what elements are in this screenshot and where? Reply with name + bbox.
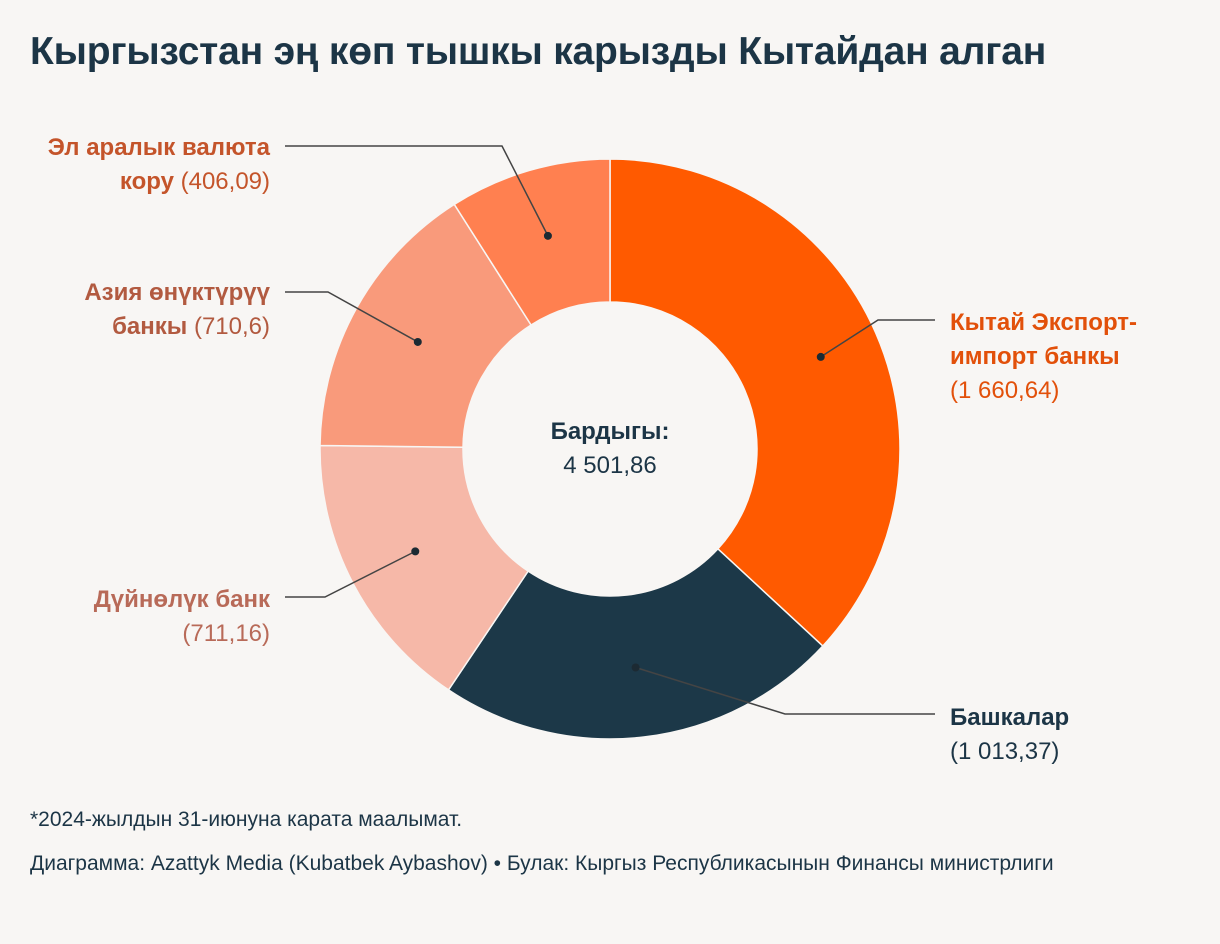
total-title: Бардыгы: bbox=[550, 418, 670, 445]
leader-line-others bbox=[635, 666, 935, 715]
slice-value: (710,6) bbox=[193, 313, 270, 340]
source-credit: Диаграмма: Azattyk Media (Kubatbek Aybas… bbox=[30, 852, 1054, 875]
slice-value: (1 660,64) bbox=[950, 377, 1060, 404]
slice-imf bbox=[453, 158, 611, 327]
leader-line-china bbox=[820, 319, 935, 358]
total-label: Бардыгы: 4 501,86 bbox=[510, 415, 710, 483]
slice-china bbox=[609, 158, 901, 648]
legend-label-china-exim: Кытай Экспорт- импорт банкы (1 660,64) bbox=[950, 306, 1137, 408]
leader-dot-wb bbox=[411, 547, 420, 556]
leader-dot-imf bbox=[543, 231, 552, 240]
slice-name: Эл аралык валюта bbox=[47, 134, 270, 161]
leader-dot-others bbox=[631, 663, 640, 672]
slice-name: импорт банкы bbox=[950, 343, 1120, 370]
leader-line-adb bbox=[285, 291, 419, 343]
total-value: 4 501,86 bbox=[563, 452, 657, 479]
slice-wb bbox=[319, 444, 530, 691]
slice-name: Башкалар bbox=[950, 704, 1070, 731]
slice-name: кору bbox=[119, 168, 174, 195]
leader-dot-adb bbox=[413, 337, 422, 346]
slice-name: Азия өнүктүрүү bbox=[84, 279, 270, 306]
chart-title: Кыргызстан эң көп тышкы карызды Кытайдан… bbox=[30, 30, 1047, 73]
slice-value: (711,16) bbox=[182, 620, 270, 647]
slice-adb bbox=[319, 203, 533, 448]
slice-name: Кытай Экспорт- bbox=[950, 309, 1138, 336]
slice-name: Дүйнөлүк банк bbox=[93, 586, 270, 613]
leader-line-imf bbox=[285, 145, 549, 237]
leader-line-wb bbox=[285, 550, 416, 598]
slice-others bbox=[447, 547, 824, 740]
leader-dot-china bbox=[816, 352, 825, 361]
legend-label-others: Башкалар (1 013,37) bbox=[950, 701, 1069, 769]
footnote: *2024-жылдын 31-июнуна карата маалымат. bbox=[30, 808, 463, 831]
slice-name: банкы bbox=[112, 313, 188, 340]
legend-label-adb: Азия өнүктүрүү банкы (710,6) bbox=[84, 276, 270, 344]
slice-value: (406,09) bbox=[180, 168, 270, 195]
legend-label-world-bank: Дүйнөлүк банк (711,16) bbox=[94, 583, 270, 651]
legend-label-imf: Эл аралык валюта кору (406,09) bbox=[48, 131, 270, 199]
slice-value: (1 013,37) bbox=[950, 738, 1060, 765]
